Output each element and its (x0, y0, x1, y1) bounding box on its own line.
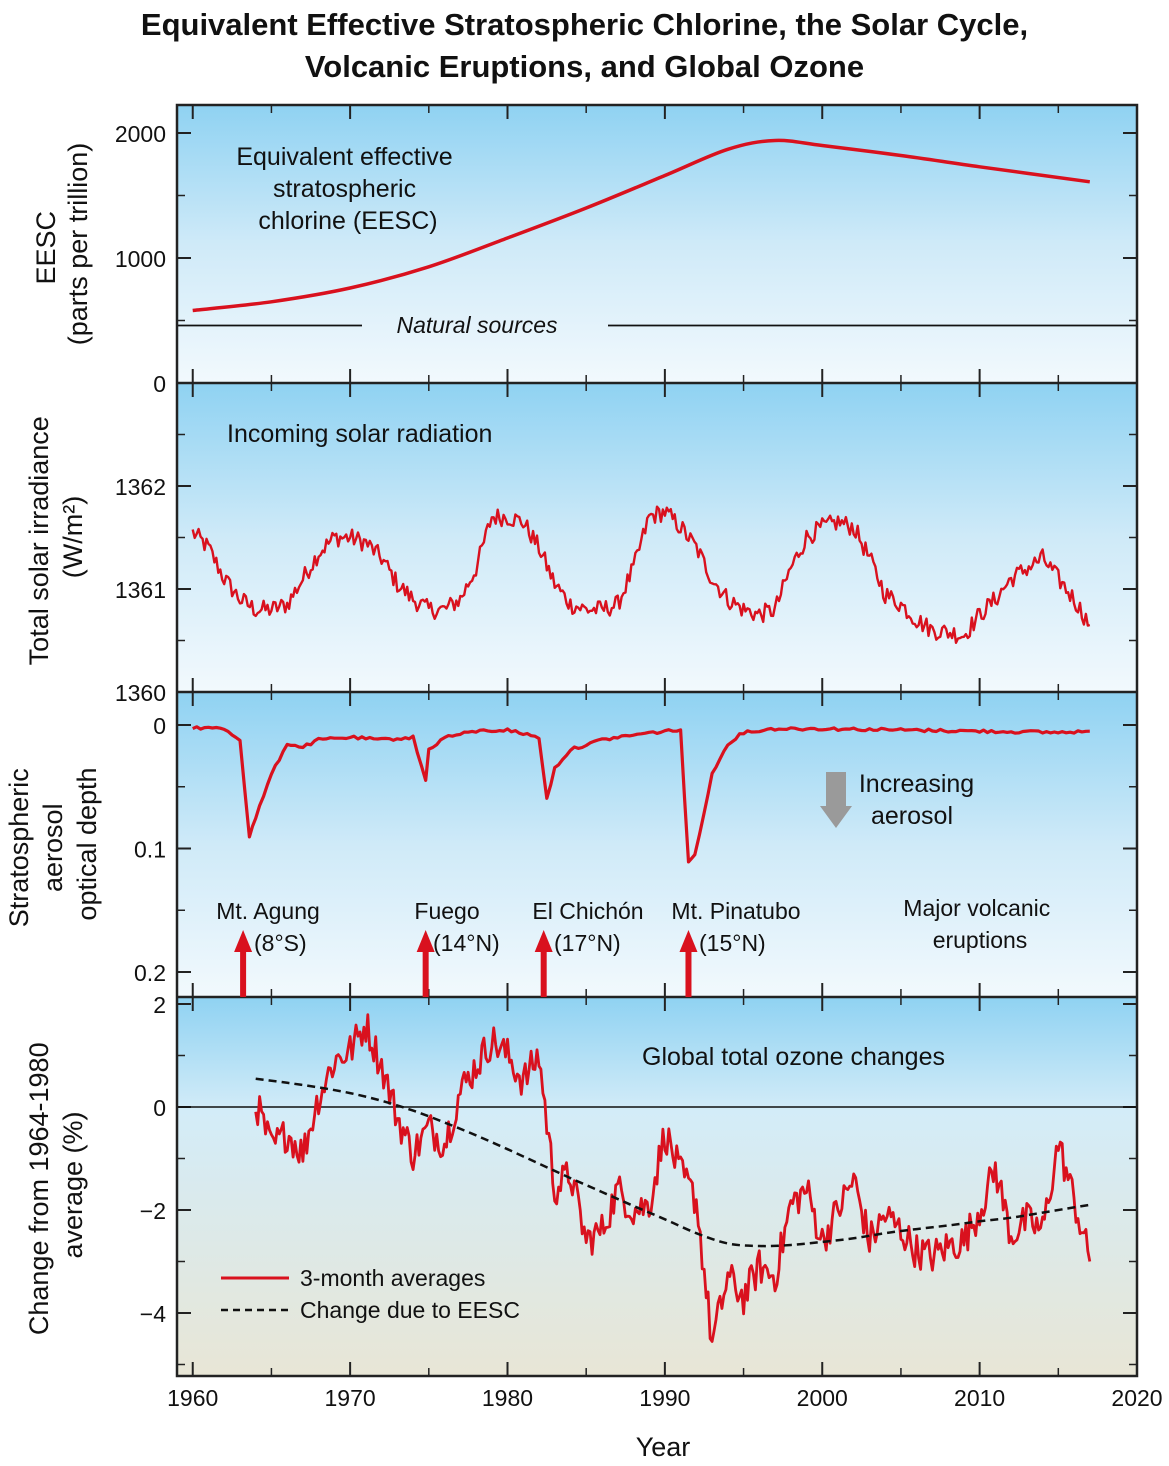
ozone-ytick-label: −4 (140, 1301, 166, 1327)
eruption-arrow-head (416, 930, 435, 952)
solar-ytick-label: 1361 (115, 577, 166, 603)
aerosol-ytick-label: 0 (153, 713, 166, 739)
ozone-ytick-label: 2 (153, 992, 166, 1018)
plot-lines (177, 138, 1137, 1343)
eruption-lat-fuego: (14°N) (433, 930, 500, 956)
eesc-ytick-label: 2000 (115, 121, 166, 147)
aerosol-ytick-label: 0.1 (134, 837, 166, 863)
x-tick-label: 1990 (639, 1385, 690, 1411)
ozone-annotation: Global total ozone changes (642, 1043, 945, 1071)
aerosol-ylabel: Stratospheric aerosol optical depth (4, 761, 102, 928)
x-tick-label: 2010 (954, 1385, 1005, 1411)
eruption-arrow-head (534, 930, 553, 952)
chart-title-line1: Equivalent Effective Stratospheric Chlor… (140, 7, 1029, 42)
x-tick-label: 1960 (167, 1385, 218, 1411)
eruption-lat-elchichon: (17°N) (554, 930, 621, 956)
ozone-3month-series-line (254, 1013, 1092, 1343)
solar-ytick-label: 1362 (115, 474, 166, 500)
eesc-ytick-label: 1000 (115, 246, 166, 272)
legend-dashed-label: Change due to EESC (300, 1297, 520, 1323)
solar-annotation: Incoming solar radiation (227, 420, 492, 448)
eruption-arrow-shaft (685, 950, 692, 997)
x-tick-label: 1980 (482, 1385, 533, 1411)
ozone-ylabel: Change from 1964-1980 average (%) (24, 1035, 88, 1335)
eruption-name-elchichon: El Chichón (532, 898, 643, 924)
x-tick-label: 1970 (325, 1385, 376, 1411)
natural-sources-label: Natural sources (396, 312, 558, 338)
x-tick-label: 2020 (1111, 1385, 1162, 1411)
eruption-name-agung: Mt. Agung (216, 898, 320, 924)
solar-series-line (191, 505, 1091, 644)
eesc-ylabel: EESC (parts per trillion) (31, 143, 93, 346)
chart-title-line2: Volcanic Eruptions, and Global Ozone (304, 49, 865, 84)
eesc-ytick-label: 0 (153, 371, 166, 397)
eesc-annotation: Equivalent effective stratospheric chlor… (236, 143, 459, 235)
eruption-name-fuego: Fuego (414, 898, 479, 924)
eruption-name-pinatubo: Mt. Pinatubo (671, 898, 800, 924)
solar-ylabel: Total solar irradiance (W/m²) (24, 409, 88, 666)
increasing-aerosol-label: Increasing aerosol (859, 770, 981, 830)
x-axis-label: Year (636, 1432, 691, 1462)
solar-ytick-label: 1360 (115, 680, 166, 706)
eruption-arrow-shaft (240, 950, 247, 997)
eruption-arrow-shaft (540, 950, 547, 997)
aerosol-series-line (192, 725, 1090, 864)
ozone-eesc-series-line (255, 1077, 1091, 1248)
increasing-aerosol-arrow (820, 772, 852, 828)
aerosol-ytick-label: 0.2 (134, 960, 166, 986)
x-tick-labels: 1960 1970 1980 1990 2000 2010 2020 (167, 1385, 1162, 1411)
eruption-arrow-head (679, 930, 698, 952)
major-eruptions-label: Major volcanic eruptions (903, 895, 1056, 953)
aerosol-panel-background (177, 692, 1137, 997)
legend-red-label: 3-month averages (300, 1265, 485, 1291)
eruption-lat-agung: (8°S) (254, 930, 307, 956)
chart-title: Equivalent Effective Stratospheric Chlor… (0, 4, 1169, 88)
plot-frame (175, 103, 1139, 1378)
eruption-lat-pinatubo: (15°N) (699, 930, 766, 956)
eesc-series-line (192, 138, 1091, 313)
ozone-ytick-label: 0 (153, 1095, 166, 1121)
tick-marks: 2000 1000 0 1362 1361 1360 0 0.1 0.2 2 0 −2 −4 (115, 105, 1138, 1376)
x-tick-label: 2000 (797, 1385, 848, 1411)
eruption-arrow-head (234, 930, 253, 952)
eesc-panel-background (177, 105, 1137, 383)
eruption-arrows (234, 930, 698, 997)
eruption-arrow-shaft (422, 950, 429, 997)
ozone-ytick-label: −2 (140, 1198, 166, 1224)
